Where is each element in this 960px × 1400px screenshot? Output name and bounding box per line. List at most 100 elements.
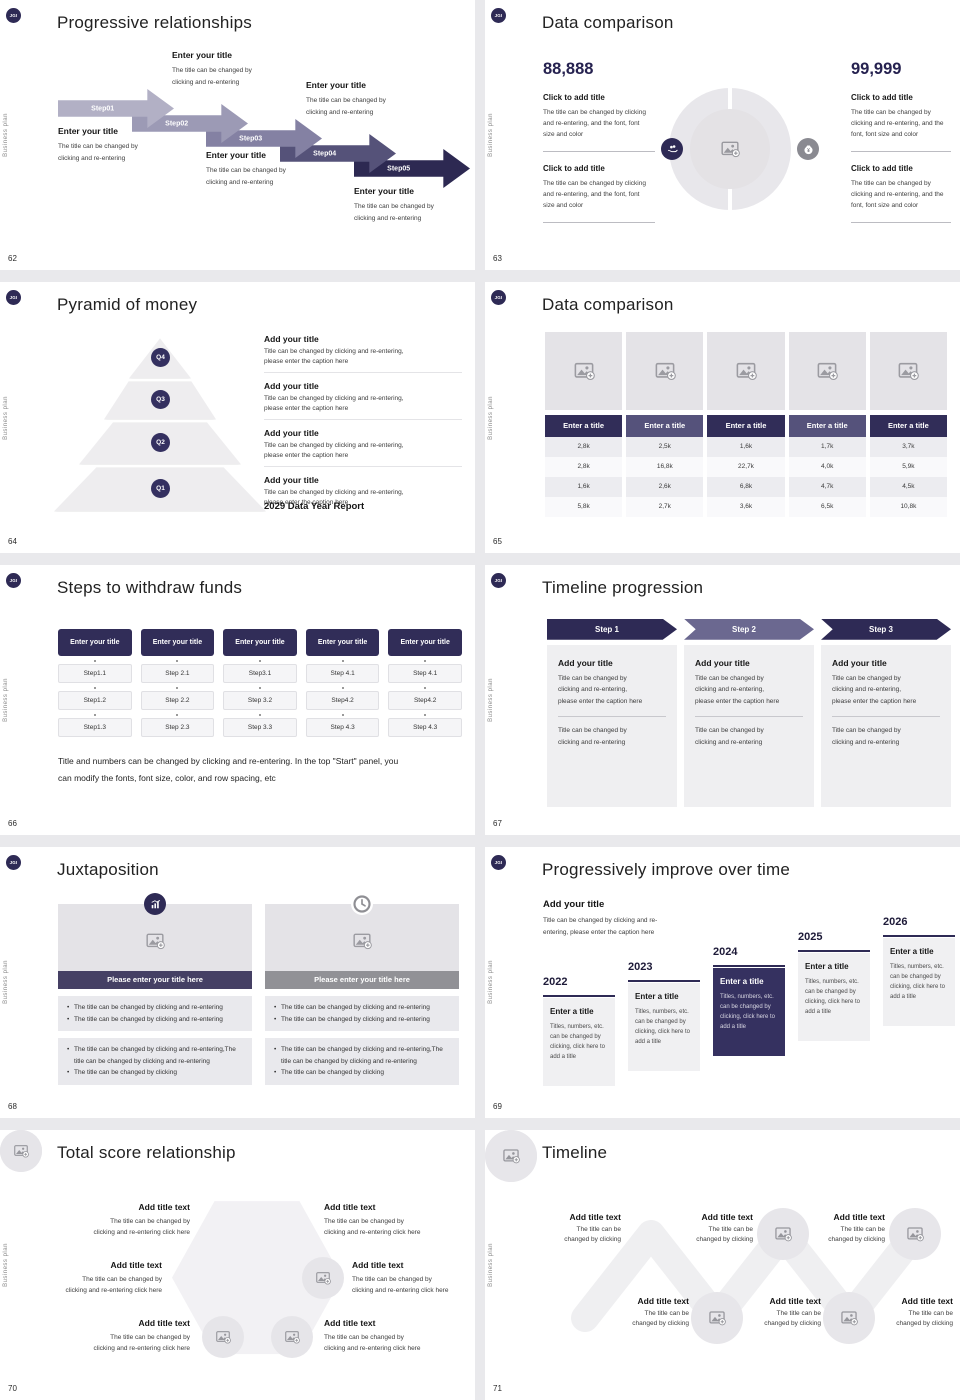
slide-title: Progressively improve over time — [542, 860, 791, 880]
timeline-steps: Step 1 Add your title Title can be chang… — [485, 565, 960, 835]
card-caption: clicking and re-entering — [832, 738, 900, 746]
block-caption: changed by clicking — [896, 1320, 953, 1328]
block-caption: changed by clicking — [696, 1236, 753, 1244]
relationship-texts: Add title text The title can be changed … — [0, 1130, 475, 1400]
table-column: Enter a title 2,5k 16,8k 2,6k 2,7k — [626, 332, 704, 518]
text-block: Enter your title The title can be change… — [206, 150, 324, 189]
block-caption: The title can be — [908, 1309, 953, 1317]
slide-70[interactable]: JGI Business plan Total score relationsh… — [0, 1129, 475, 1400]
step-column: Enter your title Step1.1 Step1.2 Step1.3 — [58, 628, 132, 737]
image-placeholder[interactable] — [58, 904, 252, 972]
table-cell: 4,5k — [869, 477, 947, 498]
image-placeholder[interactable] — [691, 1291, 743, 1344]
table-cell: 6,8k — [707, 477, 785, 498]
year-underline — [713, 965, 785, 968]
card-title: Add your title — [832, 657, 887, 668]
text-block: Add title text The title can be changed … — [56, 1318, 190, 1354]
text-block: Add title text The title can be changed … — [789, 1212, 885, 1246]
card-caption: Titles, numbers, etc. can be changed by … — [720, 994, 776, 1031]
slide-66[interactable]: JGI Business plan Steps to withdraw fund… — [0, 564, 475, 836]
side-label: Business plan — [488, 395, 494, 440]
step-box: Step 2.1 — [140, 659, 215, 683]
image-placeholder[interactable] — [265, 904, 459, 972]
slide-64[interactable]: JGI Business plan Pyramid of money Q4 Q3 Q… — [0, 282, 475, 553]
step-text-blocks: Enter your title The title can be change… — [0, 0, 475, 270]
image-placeholder[interactable] — [889, 1207, 941, 1260]
block-caption: The title can be — [708, 1225, 753, 1233]
block-caption: clicking and re-entering — [206, 179, 274, 186]
step-box: Step 4.1 — [305, 659, 380, 683]
block-title: Add title text — [701, 1211, 753, 1222]
text-block: Click to add title The title can be chan… — [851, 93, 951, 152]
slide-69[interactable]: JGI Business plan Progressively improve … — [485, 847, 960, 1118]
row-caption: Title can be changed by clicking and re-… — [264, 348, 404, 356]
brand-logo: JGI — [491, 855, 506, 871]
block-caption: The title can be changed by — [851, 180, 931, 187]
row-caption: please enter the caption here — [264, 499, 349, 507]
step-arrow-label: Step04 — [313, 150, 337, 157]
slide-67[interactable]: JGI Business plan Timeline progression S… — [485, 564, 960, 836]
image-placeholder[interactable] — [823, 1291, 875, 1344]
level-badge: Q4 — [151, 348, 170, 368]
year-card: Enter a title Titles, numbers, etc. can … — [883, 938, 955, 1027]
block-title: Add title text — [352, 1259, 404, 1270]
caption-row: Add your title Title can be changed by c… — [264, 473, 462, 513]
block-caption: font, font size and color — [851, 131, 919, 138]
step-column: Enter your title Step 2.1 Step 2.2 Step … — [140, 628, 215, 737]
pyramid-level-badges: Q4 Q3 Q2 Q1 — [0, 282, 475, 552]
step-box: Step3.1 — [223, 659, 297, 683]
pyramid-captions: Add your title Title can be changed by c… — [264, 332, 462, 519]
slide-title: Pyramid of money — [57, 295, 198, 315]
image-placeholder[interactable] — [202, 1315, 244, 1358]
slide-63[interactable]: JGI Business plan Data comparison 88,888… — [485, 0, 960, 271]
image-placeholder[interactable] — [545, 332, 623, 411]
year-label: 2024 — [713, 946, 738, 959]
image-placeholder[interactable] — [869, 332, 947, 411]
note-line: can modify the fonts, font size, color, … — [58, 773, 276, 784]
image-placeholder[interactable] — [302, 1256, 344, 1299]
card-caption: Title can be changed by — [695, 674, 764, 682]
column-header: Enter a title — [788, 415, 866, 438]
image-placeholder[interactable] — [485, 1129, 537, 1182]
step-box: Step4.2 — [305, 686, 380, 710]
image-placeholder[interactable] — [690, 109, 770, 189]
block-title: Enter your title — [354, 186, 414, 196]
image-placeholder[interactable] — [0, 1129, 42, 1172]
step-card: Add your title Title can be changed by c… — [547, 644, 677, 807]
slide-62[interactable]: JGI Business plan Progressive relationsh… — [0, 0, 475, 271]
image-placeholder[interactable] — [626, 332, 704, 411]
year-label: 2026 — [883, 916, 908, 929]
image-placeholder[interactable] — [757, 1207, 809, 1260]
row-title: Add your title — [264, 334, 319, 345]
card-caption: clicking and re-entering, — [558, 686, 628, 694]
slide-71[interactable]: JGI Business plan Timeline Add title tex… — [485, 1129, 960, 1400]
year-card: Enter a title Titles, numbers, etc. can … — [798, 953, 870, 1042]
table-cell: 1,6k — [707, 437, 785, 458]
block-title: Enter your title — [306, 80, 366, 90]
year-underline — [798, 950, 870, 953]
card-caption: Title can be changed by — [558, 674, 627, 682]
text-block: Add title text The title can be changed … — [324, 1318, 464, 1354]
image-placeholder[interactable] — [707, 332, 785, 411]
year-step: 2024 Enter a title Titles, numbers, etc.… — [713, 946, 785, 1057]
image-placeholder[interactable] — [271, 1315, 313, 1358]
block-caption: and re-entering, and the font, font — [543, 120, 640, 127]
intro-title: Add your title — [543, 899, 605, 911]
add-image-icon — [352, 931, 372, 951]
block-caption: The title can be changed by — [324, 1333, 404, 1341]
bullet-item: The title can be changed by clicking and… — [273, 1002, 451, 1014]
year-label: 2022 — [543, 976, 568, 989]
slide-65[interactable]: JGI Business plan Data comparison Enter … — [485, 282, 960, 553]
text-block: Enter your title The title can be change… — [354, 186, 472, 225]
text-block: Enter your title The title can be change… — [172, 50, 290, 89]
side-label: Business plan — [488, 113, 494, 158]
image-placeholder[interactable] — [788, 332, 866, 411]
block-title: Click to add title — [543, 93, 605, 102]
text-block: Add title text The title can be changed … — [26, 1260, 162, 1296]
card-caption: please enter the caption here — [695, 697, 780, 705]
brand-logo: JGI — [491, 8, 506, 23]
slide-68[interactable]: JGI Business plan Juxtaposition Please e… — [0, 847, 475, 1118]
add-image-icon — [720, 139, 740, 159]
step-banner: Step 2 — [684, 618, 814, 640]
